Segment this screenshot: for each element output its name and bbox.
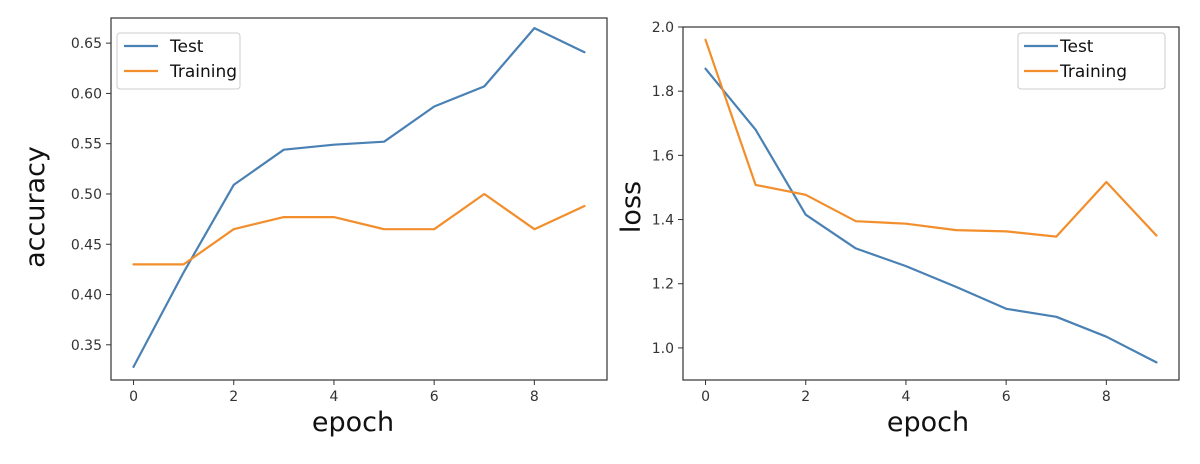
loss-x-tick-label: 2 — [801, 389, 810, 405]
loss-y-tick-label: 1.2 — [652, 277, 674, 293]
accuracy-y-tick-label: 0.65 — [71, 36, 102, 52]
loss-x-axis-title: epoch — [887, 407, 969, 438]
loss-plot-frame — [682, 26, 1180, 381]
loss-y-tick-label: 1.6 — [652, 148, 674, 164]
loss-legend-test-label: Test — [1059, 37, 1094, 57]
loss-training-line — [704, 38, 1158, 238]
accuracy-series-layer — [132, 27, 586, 368]
accuracy-test-line — [132, 27, 586, 368]
accuracy-x-axis-title: epoch — [312, 407, 394, 438]
loss-legend-training-label: Training — [1059, 62, 1127, 82]
loss-x-tick-label: 8 — [1102, 389, 1111, 405]
accuracy-ticks-layer: 0 2 4 6 8 0.35 0.40 0.45 0.50 0.55 0.60 0.65 — [71, 36, 539, 405]
accuracy-y-tick-label: 0.35 — [71, 338, 102, 354]
loss-x-tick-label: 4 — [901, 389, 910, 405]
accuracy-chart: 0 2 4 6 80.350.400.450.500.550.600.65 epoch … — [20, 17, 608, 438]
loss-y-tick-label: 2.0 — [652, 20, 674, 36]
accuracy-legend-test-label: Test — [169, 37, 204, 57]
loss-chart: 0 2 4 6 8 1.0 1.2 1.4 1.6 1.8 2.0 epoch loss Test … — [616, 20, 1180, 438]
loss-x-tick-label: 0 — [701, 389, 710, 405]
loss-y-tick-label: 1.8 — [652, 84, 674, 100]
loss-ticks-layer: 0 2 4 6 8 1.0 1.2 1.4 1.6 1.8 2.0 — [652, 20, 1111, 405]
accuracy-plot-frame — [110, 17, 608, 381]
loss-y-tick-label: 1.4 — [652, 213, 674, 229]
accuracy-y-tick-label: 0.50 — [71, 187, 102, 203]
accuracy-y-tick-label: 0.55 — [71, 137, 102, 153]
loss-series-layer — [704, 38, 1158, 364]
accuracy-y-tick-label: 0.40 — [71, 288, 102, 304]
accuracy-x-tick-label: 8 — [530, 389, 539, 405]
loss-legend: Test Training — [1017, 32, 1166, 90]
accuracy-training-line — [132, 192, 586, 266]
accuracy-x-tick-label: 4 — [329, 389, 338, 405]
loss-y-tick-label: 1.0 — [652, 341, 674, 357]
accuracy-y-tick-label: 0.45 — [71, 237, 102, 253]
accuracy-y-axis-title: accuracy — [20, 146, 51, 268]
loss-y-axis-title: loss — [616, 181, 647, 233]
accuracy-x-tick-label: 6 — [430, 389, 439, 405]
accuracy-x-tick-label: 2 — [229, 389, 238, 405]
accuracy-legend-training-label: Training — [169, 62, 237, 82]
loss-x-tick-label: 6 — [1002, 389, 1011, 405]
accuracy-y-tick-label: 0.60 — [71, 86, 102, 102]
accuracy-x-tick-label: 0 — [129, 389, 138, 405]
accuracy-legend: Test Training — [116, 32, 241, 90]
loss-test-line — [704, 67, 1158, 364]
